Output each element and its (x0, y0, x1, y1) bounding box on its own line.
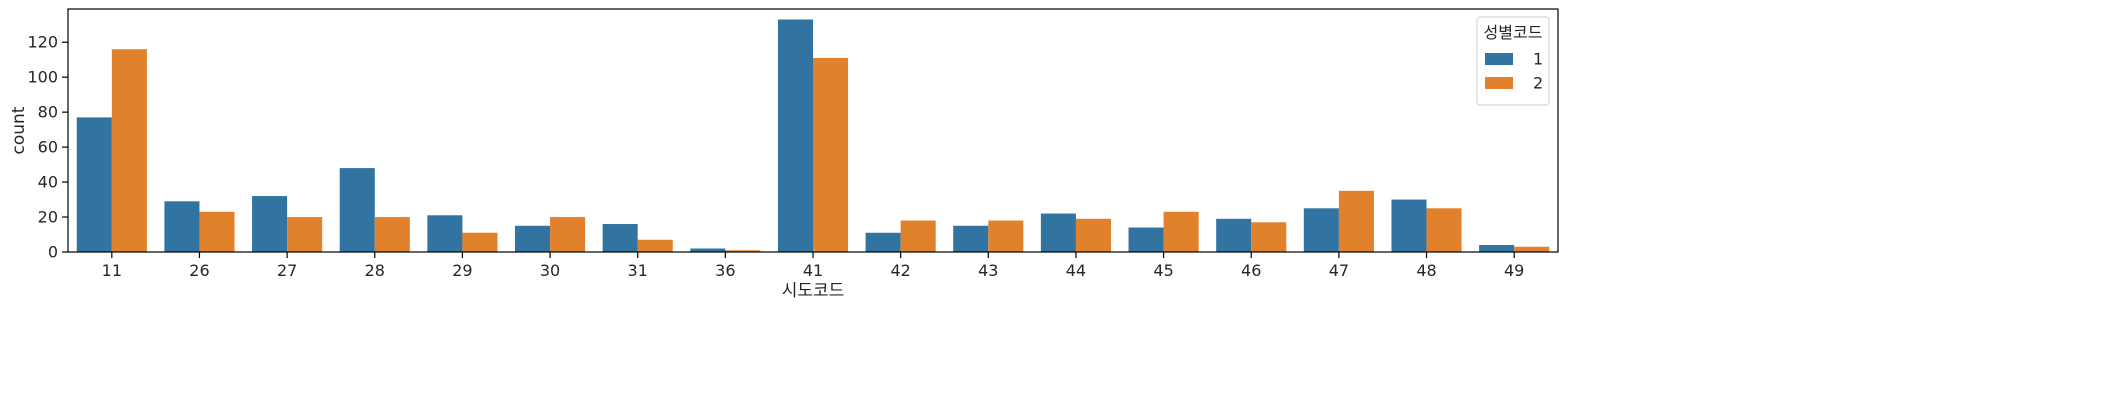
x-tick-label: 31 (628, 261, 648, 280)
bar-series-2-cat-28 (374, 217, 410, 252)
bar-series-2-cat-48 (1426, 208, 1462, 252)
legend-label-2: 2 (1533, 74, 1543, 93)
x-tick-label: 47 (1329, 261, 1349, 280)
bar-series-1-cat-31 (602, 224, 638, 252)
legend-swatch-2 (1485, 77, 1513, 89)
x-tick-label: 49 (1504, 261, 1524, 280)
y-tick-label: 120 (27, 33, 58, 52)
bar-series-1-cat-44 (1040, 213, 1076, 252)
legend-swatch-1 (1485, 53, 1513, 65)
bar-series-1-cat-28 (339, 168, 375, 252)
x-tick-label: 43 (978, 261, 998, 280)
x-tick-label: 26 (189, 261, 209, 280)
legend-title: 성별코드 (1484, 23, 1543, 42)
x-tick-label: 45 (1153, 261, 1173, 280)
bar-series-2-cat-36 (725, 250, 761, 252)
bar-series-2-cat-27 (287, 217, 323, 252)
y-axis: 0 20 40 60 80 100 120 (27, 33, 68, 262)
bars-layer (76, 19, 1550, 252)
bar-series-1-cat-41 (777, 19, 813, 252)
legend: 성별코드 12 (1476, 16, 1550, 106)
bar-series-2-cat-41 (813, 57, 849, 252)
y-tick-label: 80 (38, 103, 58, 122)
bar-series-1-cat-43 (953, 225, 989, 252)
x-tick-label: 36 (715, 261, 735, 280)
bar-series-1-cat-26 (164, 201, 200, 252)
bar-series-2-cat-42 (900, 220, 936, 252)
bar-series-1-cat-48 (1391, 199, 1427, 252)
x-tick-label: 48 (1416, 261, 1436, 280)
x-tick-label: 44 (1066, 261, 1086, 280)
x-tick-label: 42 (890, 261, 910, 280)
bar-series-1-cat-29 (427, 215, 463, 252)
x-axis: 11 26 27 28 29 30 31 36 41 42 43 44 45 46 47 48 49 (102, 252, 1524, 280)
plot-frame (67, 8, 1559, 253)
bar-series-1-cat-30 (515, 225, 551, 252)
x-tick-label: 29 (452, 261, 472, 280)
bar-series-2-cat-47 (1338, 190, 1374, 252)
bar-series-1-cat-49 (1479, 245, 1515, 252)
y-tick-label: 60 (38, 138, 58, 157)
bar-series-1-cat-46 (1216, 218, 1252, 252)
bar-series-2-cat-44 (1075, 218, 1111, 252)
x-tick-label: 30 (540, 261, 560, 280)
bar-series-2-cat-43 (988, 220, 1024, 252)
bar-series-2-cat-46 (1251, 222, 1287, 252)
bar-series-1-cat-11 (76, 117, 112, 252)
x-tick-label: 28 (365, 261, 385, 280)
bar-series-2-cat-49 (1514, 246, 1550, 252)
bar-series-2-cat-31 (637, 239, 673, 252)
y-axis-label: count (9, 106, 29, 154)
y-tick-label: 100 (27, 68, 58, 87)
bar-series-2-cat-45 (1163, 211, 1199, 252)
x-tick-label: 27 (277, 261, 297, 280)
legend-items: 12 (1485, 50, 1543, 93)
bar-series-1-cat-27 (252, 196, 288, 252)
legend-label-1: 1 (1533, 50, 1543, 69)
x-tick-label: 11 (102, 261, 122, 280)
x-tick-label: 46 (1241, 261, 1261, 280)
bar-series-1-cat-45 (1128, 227, 1164, 252)
y-tick-label: 0 (48, 243, 58, 262)
bar-series-1-cat-47 (1303, 208, 1339, 252)
y-tick-label: 20 (38, 208, 58, 227)
x-tick-label: 41 (803, 261, 823, 280)
bar-series-1-cat-42 (865, 232, 901, 252)
bar-series-1-cat-36 (690, 248, 726, 252)
bar-series-2-cat-11 (111, 49, 147, 252)
bar-series-2-cat-30 (550, 217, 586, 252)
bar-series-2-cat-26 (199, 211, 235, 252)
bar-series-2-cat-29 (462, 232, 498, 252)
y-tick-label: 40 (38, 173, 58, 192)
x-axis-label: 시도코드 (782, 281, 845, 301)
